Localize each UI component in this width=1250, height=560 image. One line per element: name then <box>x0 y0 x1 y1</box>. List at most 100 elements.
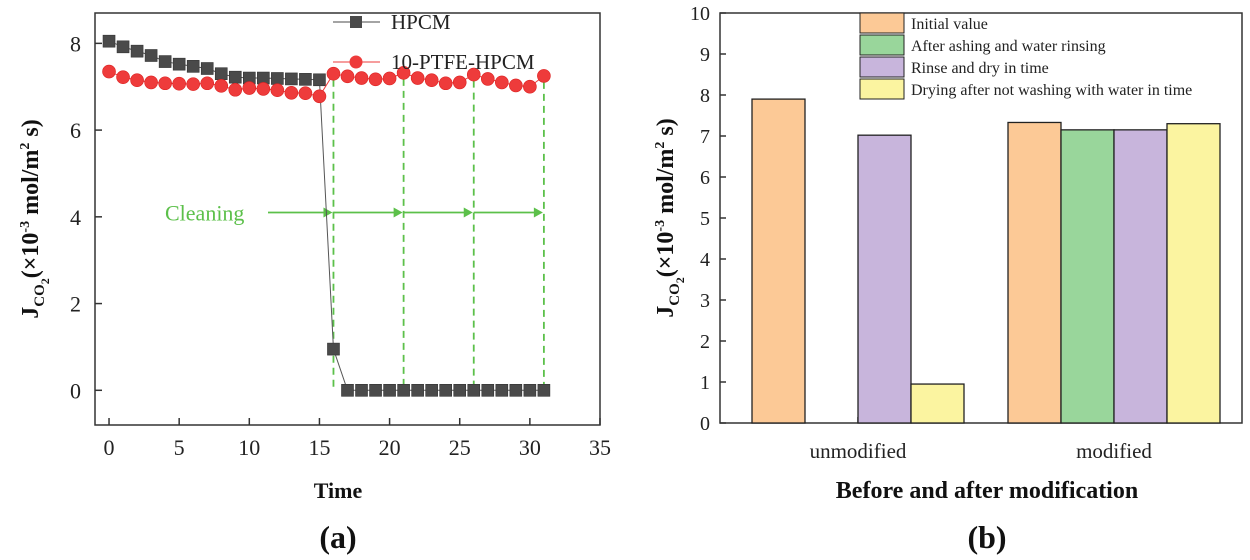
cleaning-arrowhead <box>323 207 333 218</box>
point-hpcm <box>214 67 228 81</box>
point-ptfe <box>186 77 200 91</box>
point-hpcm <box>158 55 172 68</box>
x-tick-label-a: 10 <box>238 435 260 460</box>
point-hpcm <box>327 342 340 356</box>
x-tick-label-a: 35 <box>589 435 611 460</box>
cleaning-arrowhead <box>463 207 473 218</box>
point-ptfe <box>214 79 229 93</box>
point-ptfe <box>382 71 397 86</box>
point-ptfe <box>537 69 551 83</box>
point-hpcm <box>299 73 312 86</box>
point-hpcm <box>467 384 481 397</box>
x-tick-label-a: 30 <box>519 435 541 460</box>
point-ptfe <box>256 82 271 96</box>
point-hpcm <box>271 72 284 85</box>
y-tick-label-b: 7 <box>700 126 710 148</box>
point-hpcm <box>453 384 467 397</box>
point-hpcm <box>369 384 382 397</box>
point-hpcm <box>341 384 354 397</box>
point-ptfe <box>480 72 495 86</box>
point-ptfe <box>172 76 186 91</box>
point-ptfe <box>298 86 313 101</box>
category-label: unmodified <box>810 439 907 463</box>
point-ptfe <box>452 75 467 90</box>
legend-label: HPCM <box>391 10 451 34</box>
point-ptfe <box>158 76 172 91</box>
point-hpcm <box>313 73 326 87</box>
point-hpcm <box>411 384 424 397</box>
y-axis-title-b: JCO2(×10-3 mol/m2 s) <box>653 118 687 318</box>
point-hpcm <box>397 384 410 397</box>
point-ptfe <box>438 76 453 91</box>
y-tick-label-b: 0 <box>700 413 710 435</box>
x-tick-label-a: 25 <box>449 435 471 460</box>
point-hpcm <box>425 384 438 397</box>
x-tick-label-a: 20 <box>379 435 401 460</box>
point-ptfe <box>396 66 411 80</box>
point-hpcm <box>509 384 523 397</box>
point-ptfe <box>200 76 215 91</box>
bar <box>1007 121 1062 424</box>
bar <box>1166 123 1221 424</box>
point-ptfe <box>102 64 116 79</box>
cleaning-arrowhead <box>533 207 543 218</box>
legend-swatch <box>859 34 905 56</box>
y-tick-label-b: 2 <box>700 331 710 353</box>
point-ptfe <box>116 70 130 84</box>
x-tick-label-a: 15 <box>308 435 330 460</box>
bar <box>910 383 965 424</box>
panel-label-b: (b) <box>967 519 1006 555</box>
point-ptfe <box>354 71 369 85</box>
y-tick-label-b: 10 <box>690 3 710 25</box>
point-hpcm <box>355 384 368 397</box>
chart-a: 0 5 10 15 20 25 30 35 0 2 4 6 8 Cleaning HPCM 10-PTFE… <box>18 10 611 555</box>
y-tick-label-a: 2 <box>70 292 81 317</box>
point-ptfe <box>410 71 425 85</box>
point-ptfe <box>523 79 537 94</box>
point-ptfe <box>284 85 299 100</box>
cleaning-arrowhead <box>393 207 403 218</box>
point-hpcm <box>523 384 537 397</box>
point-hpcm <box>200 62 214 75</box>
y-tick-label-b: 4 <box>700 249 710 271</box>
legend-marker-square <box>350 16 362 28</box>
point-hpcm <box>228 70 242 84</box>
category-label: modified <box>1076 439 1152 463</box>
y-tick-label-a: 0 <box>70 378 81 403</box>
y-tick-label-a: 6 <box>70 118 81 143</box>
y-tick-label-a: 4 <box>70 205 81 230</box>
legend-label: Drying after not washing with water in t… <box>911 82 1192 99</box>
bar <box>1113 129 1168 424</box>
point-ptfe <box>312 89 327 104</box>
point-ptfe <box>340 69 355 84</box>
cleaning-label: Cleaning <box>165 200 244 225</box>
point-ptfe <box>242 81 257 95</box>
legend-swatch <box>859 78 905 100</box>
y-tick-label-b: 3 <box>700 290 710 312</box>
point-hpcm <box>537 384 551 397</box>
y-tick-label-b: 9 <box>700 44 710 66</box>
bar <box>751 98 806 424</box>
point-ptfe <box>424 73 439 88</box>
point-hpcm <box>116 40 130 54</box>
point-hpcm <box>439 384 452 397</box>
point-hpcm <box>172 57 186 71</box>
legend-swatch <box>859 56 905 78</box>
point-ptfe <box>270 83 285 97</box>
y-tick-label-b: 1 <box>700 372 710 394</box>
point-ptfe <box>466 67 481 82</box>
point-ptfe <box>130 73 144 88</box>
point-hpcm <box>383 384 396 397</box>
point-ptfe <box>144 75 158 90</box>
legend-label: Rinse and dry in time <box>911 60 1049 77</box>
point-hpcm <box>186 60 200 73</box>
x-axis-title-b: Before and after modification <box>836 478 1138 504</box>
y-tick-label-b: 5 <box>700 208 710 230</box>
y-tick-label-b: 8 <box>700 85 710 107</box>
x-tick-label-a: 0 <box>104 435 115 460</box>
bar <box>1060 129 1115 424</box>
panel-label-a: (a) <box>319 519 356 555</box>
plot-frame-a <box>94 12 601 426</box>
y-axis-title-a: JCO2(×10-3 mol/m2 s) <box>18 119 52 319</box>
point-hpcm <box>481 384 495 397</box>
